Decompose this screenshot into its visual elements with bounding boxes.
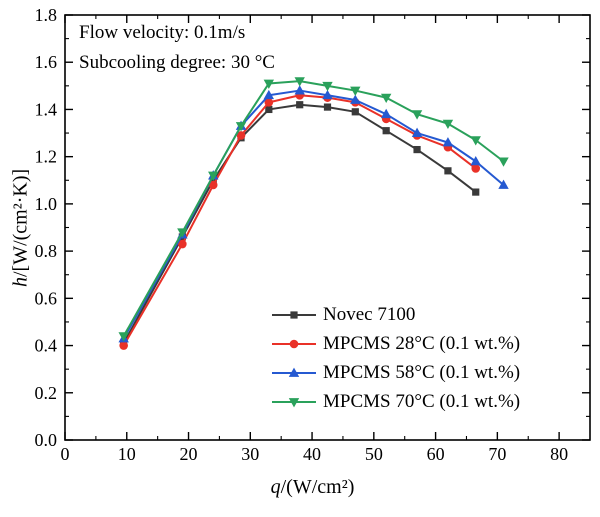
svg-text:40: 40: [303, 444, 321, 464]
svg-text:1.4: 1.4: [35, 99, 58, 119]
annotation-subcooling-degree: Subcooling degree: 30 °C: [79, 52, 275, 73]
svg-text:0.6: 0.6: [35, 288, 58, 308]
x-axis-title-units: /(W/cm²): [280, 476, 355, 498]
legend-sample-line-square-icon: [272, 310, 316, 319]
legend-label: Novec 7100: [323, 304, 416, 325]
legend-item-mpcms-28: MPCMS 28°C (0.1 wt.%): [270, 329, 520, 358]
x-axis-title: q/(W/cm²): [65, 476, 560, 499]
axis-ticks: [64, 14, 590, 441]
y-axis-title-units: /[W/(cm²·K)]: [9, 168, 32, 277]
legend-label: MPCMS 70°C (0.1 wt.%): [323, 391, 521, 412]
legend-item-mpcms-58: MPCMS 58°C (0.1 wt.%): [270, 358, 520, 387]
legend-item-mpcms-70: MPCMS 70°C (0.1 wt.%): [270, 387, 520, 416]
y-axis-title: h/[W/(cm²·K)]: [8, 15, 34, 440]
svg-text:70: 70: [488, 444, 506, 464]
svg-text:1.6: 1.6: [35, 52, 58, 72]
svg-text:80: 80: [550, 444, 568, 464]
svg-text:30: 30: [241, 444, 259, 464]
svg-text:0.4: 0.4: [35, 336, 58, 356]
legend-label: MPCMS 28°C (0.1 wt.%): [323, 333, 521, 354]
svg-text:50: 50: [365, 444, 383, 464]
svg-text:1.8: 1.8: [35, 5, 58, 25]
series-mpcms-70-c-0-1-wt: [118, 77, 509, 342]
legend: Novec 7100 MPCMS 28°C (0.1 wt.%) MPCMS 5…: [270, 300, 520, 416]
svg-text:0.0: 0.0: [35, 430, 58, 450]
svg-text:20: 20: [180, 444, 198, 464]
y-axis-title-symbol: h: [9, 276, 32, 287]
annotation-flow-velocity: Flow velocity: 0.1m/s: [79, 22, 246, 43]
legend-sample-line-circle-icon: [272, 339, 316, 348]
legend-sample-line-triangle-up-icon: [272, 367, 316, 377]
svg-text:0.8: 0.8: [35, 241, 58, 261]
legend-item-novec-7100: Novec 7100: [270, 300, 520, 329]
svg-text:1.0: 1.0: [35, 194, 58, 214]
x-tick-labels: 0 10 20 30 40 50 60 70 80: [61, 444, 569, 464]
svg-text:0.2: 0.2: [35, 383, 58, 403]
svg-text:0: 0: [61, 444, 70, 464]
svg-text:10: 10: [118, 444, 136, 464]
svg-text:1.2: 1.2: [35, 147, 58, 167]
legend-sample-line-triangle-down-icon: [272, 397, 316, 407]
x-axis-title-symbol: q: [270, 476, 281, 498]
legend-label: MPCMS 58°C (0.1 wt.%): [323, 362, 521, 383]
svg-text:60: 60: [427, 444, 445, 464]
y-tick-labels: 0.0 0.2 0.4 0.6 0.8 1.0 1.2 1.4 1.6 1.8: [35, 5, 58, 450]
